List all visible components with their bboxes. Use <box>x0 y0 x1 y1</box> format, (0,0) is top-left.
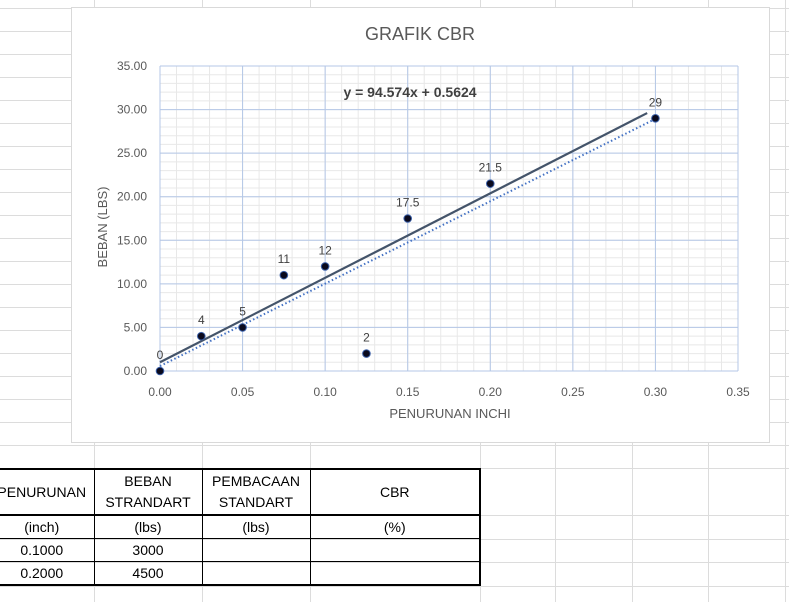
svg-text:35.00: 35.00 <box>117 59 147 73</box>
unit-cell[interactable]: (lbs) <box>93 514 203 539</box>
table-row: 0.2000 4500 <box>0 561 481 586</box>
cell-pembacaan[interactable] <box>201 538 311 562</box>
svg-text:0.05: 0.05 <box>231 385 255 399</box>
data-labels: 0 4 5 11 12 2 17.5 21.5 29 <box>157 95 663 362</box>
svg-text:10.00: 10.00 <box>117 277 147 291</box>
cell-pembacaan[interactable] <box>201 561 311 586</box>
svg-text:0.20: 0.20 <box>479 385 503 399</box>
svg-text:0: 0 <box>157 348 164 362</box>
cell-cbr[interactable] <box>309 561 481 586</box>
table-header-row: PENURUNAN BEBAN STRANDART PEMBACAAN STANDA… <box>0 468 481 516</box>
header-penurunan[interactable]: PENURUNAN <box>0 468 95 516</box>
svg-text:0.10: 0.10 <box>313 385 337 399</box>
svg-text:15.00: 15.00 <box>117 233 147 247</box>
cell-penurunan[interactable]: 0.1000 <box>0 538 95 562</box>
chart-container[interactable]: 0 4 5 11 12 2 17.5 21.5 29 0.00 0.05 0.10 0.15 0.20 0… <box>71 7 770 443</box>
x-axis-label: PENURUNAN INCHI <box>389 406 510 421</box>
svg-text:5.00: 5.00 <box>124 320 148 334</box>
svg-text:30.00: 30.00 <box>117 103 147 117</box>
unit-cell[interactable]: (inch) <box>0 514 95 539</box>
trendline-equation: y = 94.574x + 0.5624 <box>343 84 476 100</box>
cell-beban[interactable]: 3000 <box>93 538 203 562</box>
header-pembacaan-standart[interactable]: PEMBACAAN STANDART <box>201 468 311 516</box>
svg-text:2: 2 <box>363 331 370 345</box>
header-cbr[interactable]: CBR <box>309 468 481 516</box>
chart-title: GRAFIK CBR <box>365 24 475 44</box>
svg-text:25.00: 25.00 <box>117 146 147 160</box>
svg-text:11: 11 <box>278 252 291 266</box>
unit-cell[interactable]: (%) <box>309 514 481 539</box>
header-beban-strandart[interactable]: BEBAN STRANDART <box>93 468 203 516</box>
svg-text:0.35: 0.35 <box>726 385 750 399</box>
svg-text:29: 29 <box>649 95 663 109</box>
unit-cell[interactable]: (lbs) <box>201 514 311 539</box>
cell-beban[interactable]: 4500 <box>93 561 203 586</box>
svg-text:17.5: 17.5 <box>396 196 420 210</box>
table-row: 0.1000 3000 <box>0 538 481 562</box>
svg-text:20.00: 20.00 <box>117 190 147 204</box>
cell-penurunan[interactable]: 0.2000 <box>0 561 95 586</box>
y-axis-label: BEBAN (LBS) <box>95 187 110 268</box>
svg-text:0.30: 0.30 <box>644 385 668 399</box>
major-gridlines <box>159 65 739 372</box>
axis-ticks: 0.00 0.05 0.10 0.15 0.20 0.25 0.30 0.35 0.00 5.00… <box>117 59 750 399</box>
svg-text:0.00: 0.00 <box>148 385 172 399</box>
cell-cbr[interactable] <box>309 538 481 562</box>
svg-text:12: 12 <box>318 243 332 257</box>
svg-text:0.25: 0.25 <box>561 385 585 399</box>
minor-gridlines <box>159 65 739 372</box>
table-units-row: (inch) (lbs) (lbs) (%) <box>0 514 481 539</box>
svg-text:0.15: 0.15 <box>396 385 420 399</box>
svg-text:21.5: 21.5 <box>479 161 503 175</box>
cbr-table: PENURUNAN BEBAN STRANDART PEMBACAAN STANDA… <box>0 468 481 586</box>
svg-text:4: 4 <box>198 313 205 327</box>
svg-text:0.00: 0.00 <box>124 364 148 378</box>
data-points <box>155 113 660 376</box>
svg-text:5: 5 <box>239 304 246 318</box>
